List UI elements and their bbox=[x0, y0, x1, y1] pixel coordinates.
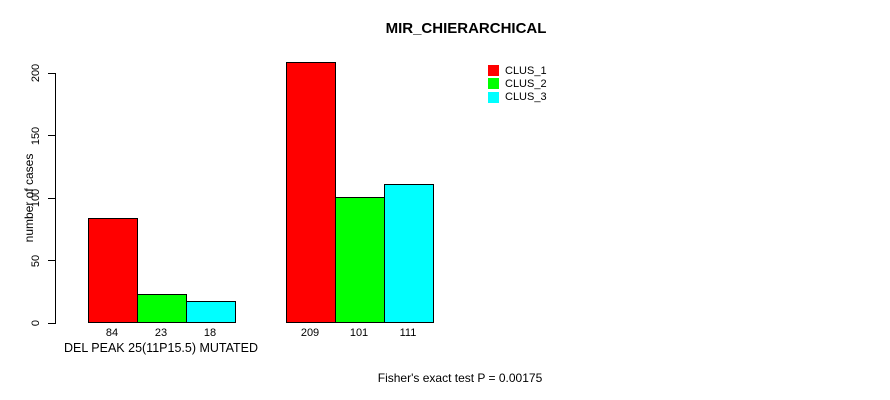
x-axis-group-label: DEL PEAK 25(11P15.5) MUTATED bbox=[63, 341, 259, 355]
y-axis-tick bbox=[48, 135, 55, 136]
y-axis-tick bbox=[48, 260, 55, 261]
fisher-test-annotation: Fisher's exact test P = 0.00175 bbox=[377, 371, 543, 385]
bar-clus_3-group2 bbox=[384, 184, 434, 323]
legend-label: CLUS_3 bbox=[505, 91, 547, 104]
bar-clus_1-group2 bbox=[286, 61, 336, 323]
y-axis-tick bbox=[48, 197, 55, 199]
y-axis-tick-label: 50 bbox=[30, 254, 42, 267]
y-axis-tick-label: 200 bbox=[30, 63, 42, 83]
bar-clus_2-group1 bbox=[137, 294, 187, 323]
legend-item-clus_2: CLUS_2 bbox=[488, 78, 547, 90]
bar-clus_2-group2 bbox=[335, 196, 385, 323]
y-axis-tick-label: 150 bbox=[30, 126, 42, 145]
legend-item-clus_3: CLUS_3 bbox=[488, 91, 547, 103]
bar-value-label: 209 bbox=[300, 327, 320, 339]
y-axis-tick bbox=[48, 72, 55, 74]
y-axis-line bbox=[55, 73, 56, 324]
legend-item-clus_1: CLUS_1 bbox=[488, 65, 547, 77]
legend-swatch-clus_2 bbox=[488, 78, 499, 90]
bar-value-label: 84 bbox=[105, 327, 119, 339]
bar-value-label: 101 bbox=[349, 327, 369, 339]
legend-label: CLUS_1 bbox=[505, 64, 547, 77]
bar-clus_1-group1 bbox=[88, 218, 138, 323]
legend-swatch-clus_3 bbox=[488, 91, 499, 103]
chart-title: MIR_CHIERARCHICAL bbox=[385, 20, 547, 37]
legend-swatch-clus_1 bbox=[488, 65, 499, 76]
legend-label: CLUS_2 bbox=[505, 77, 547, 90]
y-axis-tick-label: 100 bbox=[30, 188, 42, 208]
y-axis-tick-label: 0 bbox=[30, 319, 42, 327]
bar-clus_3-group1 bbox=[186, 300, 236, 323]
y-axis-tick bbox=[48, 322, 55, 324]
bar-value-label: 111 bbox=[399, 327, 417, 339]
bar-value-label: 23 bbox=[154, 327, 168, 339]
bar-value-label: 18 bbox=[203, 327, 217, 339]
